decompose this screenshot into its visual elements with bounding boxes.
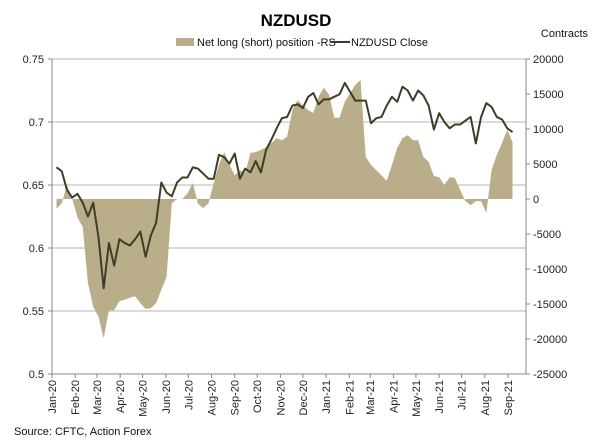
- y-right-tick-label: -20000: [533, 334, 567, 346]
- net-position-area: [56, 80, 513, 339]
- legend-label-close: NZDUSD Close: [351, 37, 428, 49]
- y-right-tick-label: -5000: [533, 229, 561, 241]
- line-series: [55, 81, 514, 290]
- x-tick-label: Nov-20: [275, 380, 287, 415]
- area-series: [56, 80, 513, 339]
- x-tick-label: Jul-21: [457, 380, 469, 410]
- y-right-tick-label: 0: [533, 194, 539, 206]
- x-tick-label: Jun-20: [161, 380, 173, 414]
- x-tick-label: Aug-21: [480, 380, 492, 415]
- nzdusd-close-line: [55, 81, 514, 290]
- x-tick-label: Sep-21: [503, 380, 515, 415]
- y-right-tick-label: -25000: [533, 369, 567, 381]
- right-axis-label: Contracts: [541, 28, 589, 40]
- x-tick-label: Sep-20: [230, 380, 242, 415]
- legend-swatch-net-position: [176, 38, 194, 46]
- x-tick-label: Apr-20: [115, 380, 127, 413]
- y-right-tick-label: -15000: [533, 299, 567, 311]
- x-tick-label: Oct-20: [252, 380, 264, 413]
- y-right-tick-label: 15000: [533, 89, 564, 101]
- y-left-tick-label: 0.7: [29, 117, 44, 129]
- x-tick-label: Feb-21: [344, 380, 356, 415]
- y-right-tick-label: 10000: [533, 124, 564, 136]
- x-tick-label: Feb-20: [70, 380, 82, 415]
- source-note: Source: CFTC, Action Forex: [14, 426, 152, 438]
- x-tick-label: Apr-21: [388, 380, 400, 413]
- y-left-tick-label: 0.75: [23, 54, 44, 66]
- x-tick-label: May-21: [411, 380, 423, 417]
- y-right-tick-label: 20000: [533, 54, 564, 66]
- y-left-tick-label: 0.65: [23, 180, 44, 192]
- chart-title: NZDUSD: [261, 11, 332, 30]
- x-tick-label: May-20: [138, 380, 150, 417]
- x-tick-label: Jan-21: [321, 380, 333, 414]
- axes: 0.5 0.55 0.6 0.65 0.7 0.75 -25000 -20000 -15000 -…: [23, 54, 568, 417]
- x-tick-label: Jan-20: [47, 380, 59, 414]
- y-right-tick-label: 5000: [533, 159, 557, 171]
- y-left-tick-label: 0.6: [29, 243, 44, 255]
- legend-label-net-position: Net long (short) position -RS: [197, 37, 336, 49]
- y-right-tick-label: -10000: [533, 264, 567, 276]
- x-tick-label: Dec-20: [298, 380, 310, 415]
- x-tick-label: Jun-21: [434, 380, 446, 414]
- x-tick-label: Aug-20: [206, 380, 218, 415]
- x-tick-label: Jul-20: [183, 380, 195, 410]
- x-tick-label: Mar-20: [92, 380, 104, 415]
- y-left-tick-label: 0.55: [23, 306, 44, 318]
- legend: Net long (short) position -RS NZDUSD Clo…: [176, 37, 428, 49]
- y-left-tick-label: 0.5: [29, 369, 44, 381]
- x-tick-label: Mar-21: [365, 380, 377, 415]
